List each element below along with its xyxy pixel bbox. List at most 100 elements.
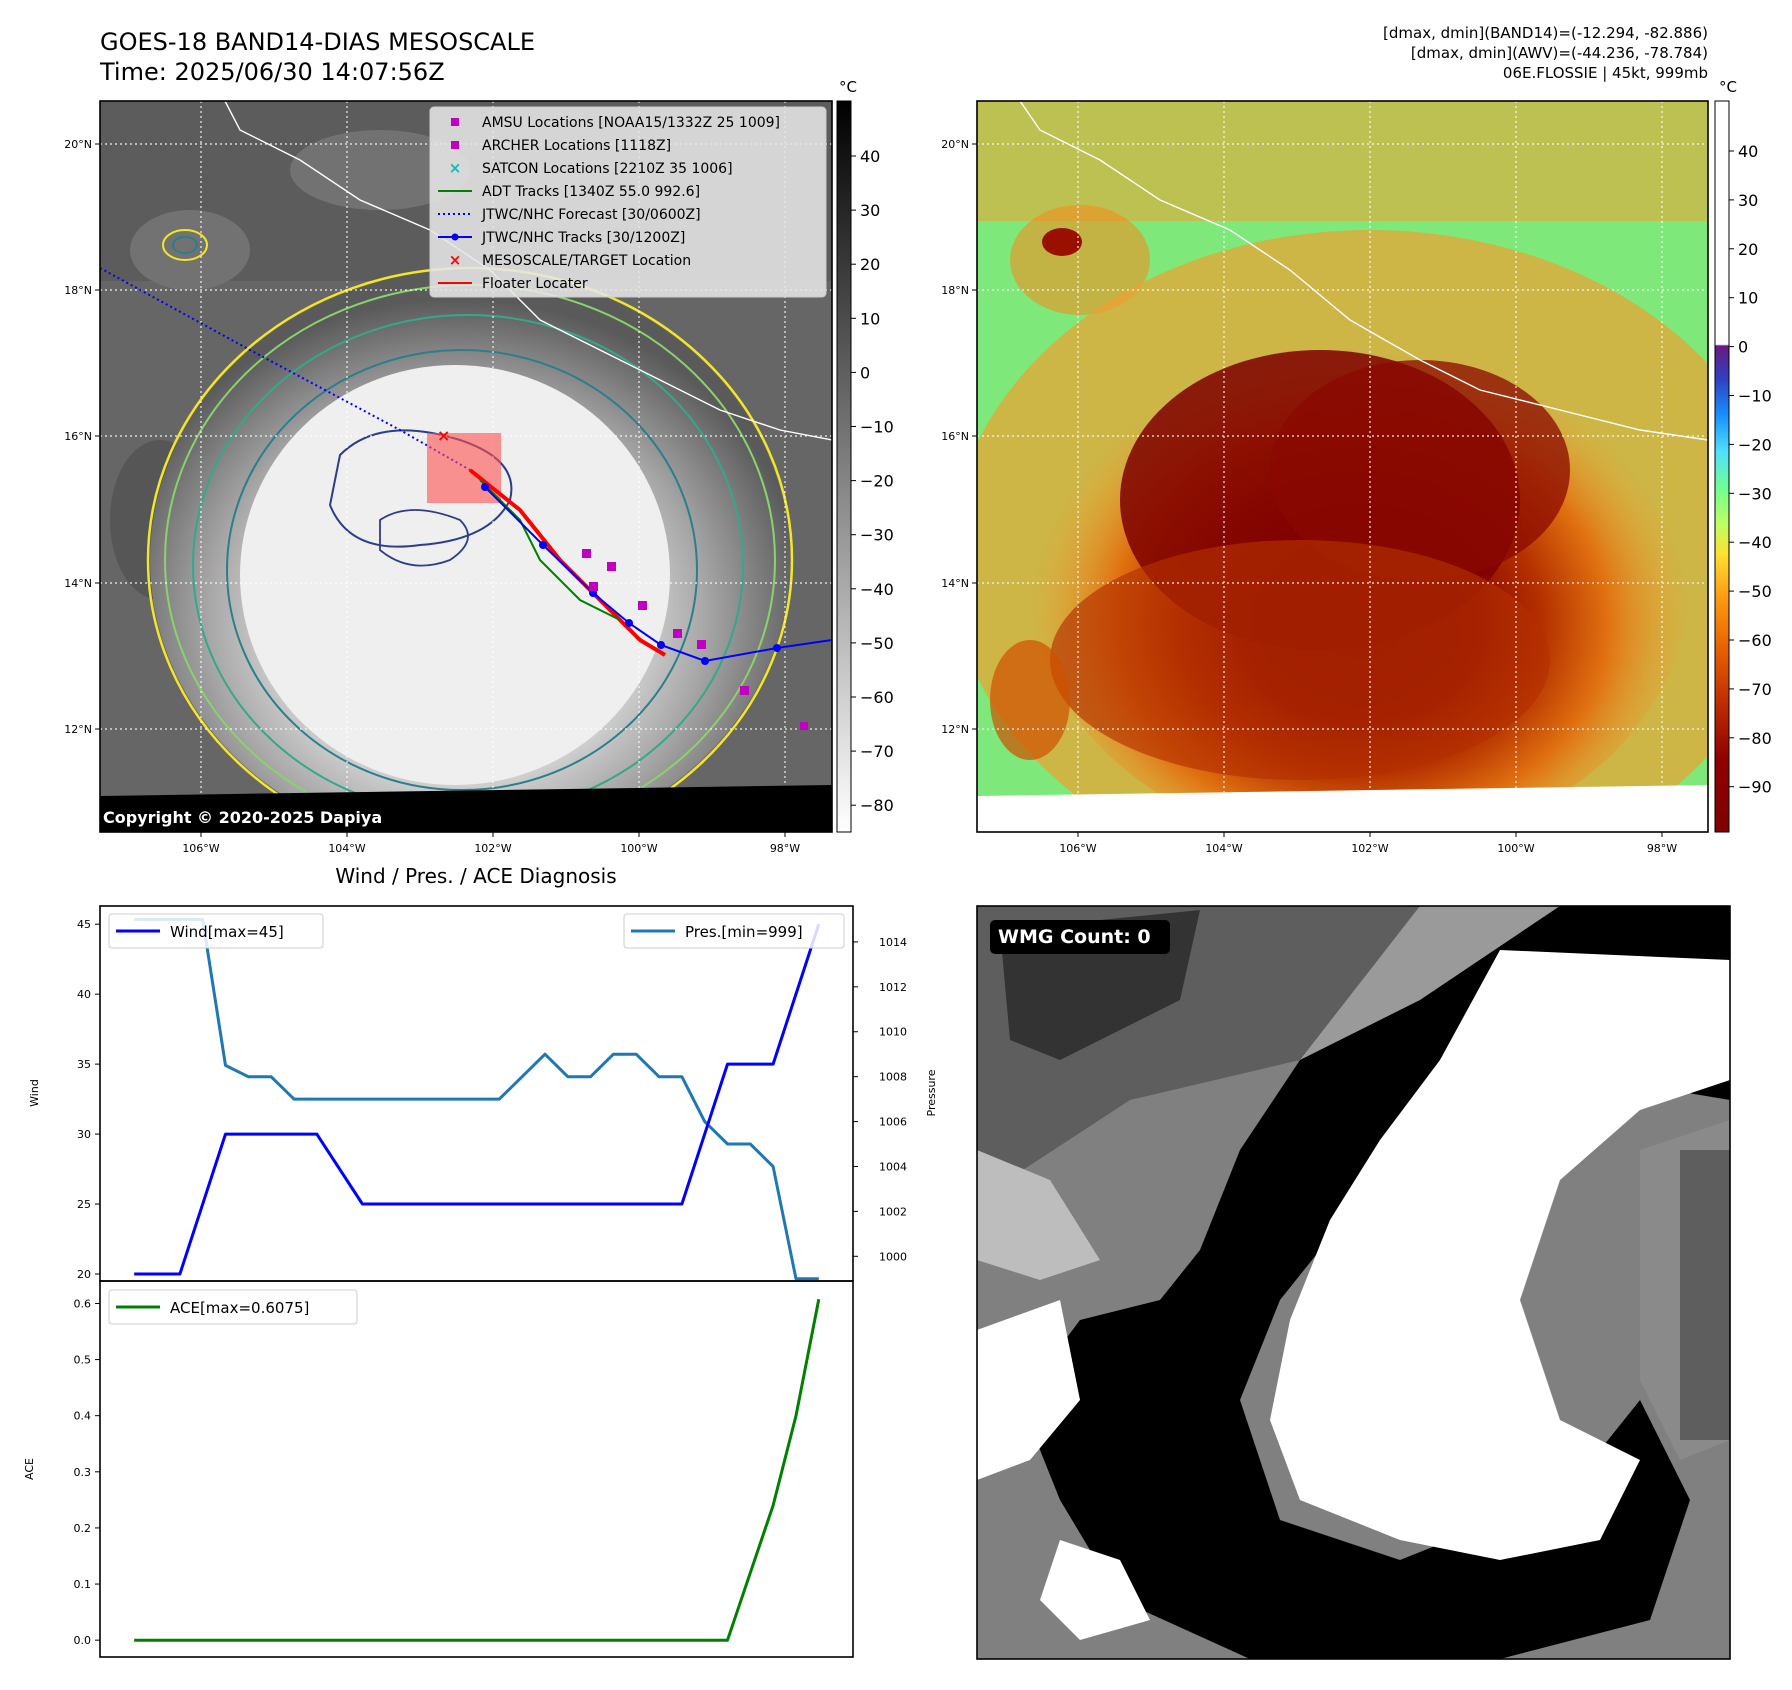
colorbar-tick-label: 20: [860, 255, 880, 274]
lon-label: 104°W: [1205, 842, 1242, 855]
series-line-ace: [134, 1298, 821, 1642]
legend-square-marker: [451, 141, 459, 149]
colorbar-tick-label: −80: [1738, 729, 1772, 748]
legend-entry-label: JTWC/NHC Tracks [30/1200Z]: [481, 230, 685, 246]
colorbar-tick-label: 10: [1738, 289, 1758, 308]
legend-entry-label: Floater Locater: [482, 276, 588, 292]
legend-x-marker: ×: [449, 159, 462, 177]
colorbar-tick-label: 30: [860, 201, 880, 220]
y-tick-label: 40: [77, 988, 91, 1001]
y-tick-label: 1006: [879, 1116, 907, 1129]
y-tick-label: 1010: [879, 1026, 907, 1039]
colorbar-tick-label: 40: [1738, 142, 1758, 161]
legend-x-marker: ×: [449, 251, 462, 269]
dmax-band14: [dmax, dmin](BAND14)=(-12.294, -82.886): [1383, 24, 1708, 42]
left-colorbar-unit: °C: [839, 78, 857, 96]
colorbar-tick-label: −90: [1738, 778, 1772, 797]
storm-info: 06E.FLOSSIE | 45kt, 999mb: [1503, 64, 1708, 82]
pressure-legend: Pres.[min=999]: [623, 913, 845, 949]
colorbar-tick-label: −30: [1738, 484, 1772, 503]
svg-text:×: ×: [437, 426, 450, 445]
left-lat-labels: 20°N 18°N 16°N 14°N 12°N: [64, 138, 100, 736]
right-lon-labels: 106°W 104°W 102°W 100°W 98°W: [1059, 832, 1677, 855]
ace-axis-label: ACE: [23, 1458, 36, 1480]
lat-label: 18°N: [64, 284, 92, 297]
colorbar-tick-label: 0: [1738, 338, 1748, 357]
y-tick-label: 1008: [879, 1071, 907, 1084]
colorbar-tick-label: −60: [1738, 631, 1772, 650]
lat-label: 14°N: [941, 577, 969, 590]
colorbar-tick-label: 30: [1738, 191, 1758, 210]
lon-label: 100°W: [620, 842, 657, 855]
colorbar-tick-label: −20: [860, 472, 894, 491]
colorbar-tick-label: −50: [860, 634, 894, 653]
lon-label: 98°W: [770, 842, 800, 855]
lon-label: 106°W: [1059, 842, 1096, 855]
right-ir-map: [977, 101, 1708, 832]
y-tick-label: 1002: [879, 1205, 907, 1218]
colorbar-tick-label: −70: [860, 742, 894, 761]
copyright: Copyright © 2020-2025 Dapiya: [103, 808, 382, 827]
lat-label: 16°N: [941, 430, 969, 443]
pressure-legend-label: Pres.[min=999]: [685, 923, 803, 941]
right-lat-labels: 20°N 18°N 16°N 14°N 12°N: [941, 138, 977, 736]
colorbar-tick-label: −60: [860, 688, 894, 707]
y-tick-label: 0.2: [74, 1522, 92, 1535]
lat-label: 16°N: [64, 430, 92, 443]
y-tick-label: 0.1: [74, 1578, 92, 1591]
y-tick-label: 35: [77, 1058, 91, 1071]
lon-label: 100°W: [1497, 842, 1534, 855]
wmg-frame: [976, 905, 1731, 1660]
colorbar-tick-label: −10: [860, 418, 894, 437]
lat-label: 14°N: [64, 577, 92, 590]
dmax-awv: [dmax, dmin](AWV)=(-44.236, -78.784): [1411, 44, 1708, 62]
right-colorbar-unit: °C: [1719, 78, 1737, 96]
y-tick-label: 0.3: [74, 1466, 92, 1479]
wind-legend-label: Wind[max=45]: [170, 923, 284, 941]
lat-label: 12°N: [941, 723, 969, 736]
wmg-badge: [990, 920, 1170, 954]
colorbar-tick-label: 20: [1738, 240, 1758, 259]
series-line-pres: [134, 918, 819, 1281]
y-tick-label: 30: [77, 1128, 91, 1141]
y-tick-label: 0.0: [74, 1634, 92, 1647]
left-map-frame: [99, 100, 833, 833]
legend-entry-label: ADT Tracks [1340Z 55.0 992.6]: [482, 184, 700, 200]
lon-label: 98°W: [1647, 842, 1677, 855]
colorbar-tick-label: 40: [860, 147, 880, 166]
left-lon-labels: 106°W 104°W 102°W 100°W 98°W: [182, 832, 800, 855]
y-tick-label: 1014: [879, 936, 907, 949]
pressure-axis-label: Pressure: [925, 1069, 938, 1116]
y-tick-label: 1012: [879, 981, 907, 994]
colorbar-tick-label: −40: [1738, 533, 1772, 552]
y-tick-label: 25: [77, 1198, 91, 1211]
colorbar-tick-label: 0: [860, 363, 870, 382]
colorbar-tick-label: −70: [1738, 680, 1772, 699]
series-line-wind: [134, 923, 821, 1276]
wind-pressure-plot: 20 25 30 35 40 45 1000 1002 1004 1006 1008 1010 1012…: [77, 905, 907, 1282]
legend-entry-label: JTWC/NHC Forecast [30/0600Z]: [481, 207, 701, 223]
legend-dot-marker: [451, 233, 459, 241]
figure-title: GOES-18 BAND14-DIAS MESOSCALE: [100, 28, 535, 56]
y-tick-label: 0.4: [74, 1410, 92, 1423]
colorbar-tick-label: −40: [860, 580, 894, 599]
colorbar-tick-label: −10: [1738, 387, 1772, 406]
legend-entry-label: AMSU Locations [NOAA15/1332Z 25 1009]: [482, 115, 780, 131]
figure-time: Time: 2025/06/30 14:07:56Z: [99, 58, 445, 86]
legend-entry-label: MESOSCALE/TARGET Location: [482, 253, 691, 269]
colorbar-tick-label: −30: [860, 526, 894, 545]
wmg-panel: [977, 906, 1730, 1659]
ace-legend: ACE[max=0.6075]: [108, 1289, 358, 1325]
colorbar-tick-label: −50: [1738, 582, 1772, 601]
lon-label: 102°W: [1351, 842, 1388, 855]
lon-label: 106°W: [182, 842, 219, 855]
y-tick-label: 20: [77, 1268, 91, 1281]
y-tick-label: 1004: [879, 1160, 907, 1173]
lon-label: 104°W: [328, 842, 365, 855]
wind-axis-label: Wind: [28, 1079, 41, 1107]
y-tick-label: 0.6: [74, 1297, 92, 1310]
left-colorbar: °C 40 30 20 10 0 −10 −20 −30 −40 −50 −60 −70 −80: [836, 78, 894, 833]
lat-label: 12°N: [64, 723, 92, 736]
lat-label: 20°N: [941, 138, 969, 151]
